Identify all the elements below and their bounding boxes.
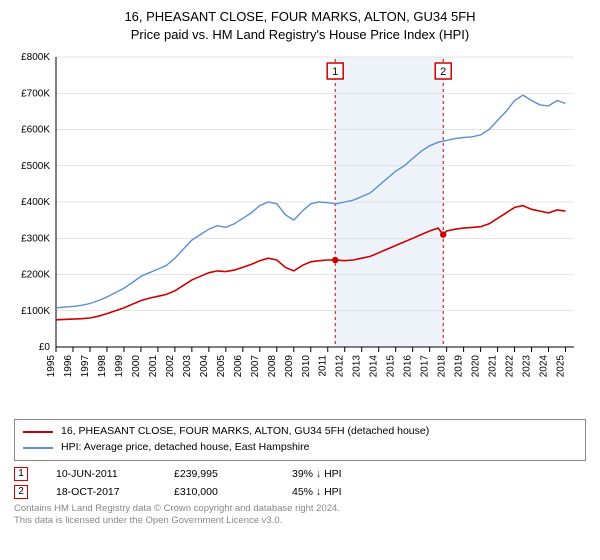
svg-text:2017: 2017 (420, 355, 431, 378)
svg-text:2020: 2020 (471, 355, 482, 378)
svg-text:2003: 2003 (182, 355, 193, 378)
sale-date: 10-JUN-2011 (56, 468, 146, 480)
line-chart-svg: £0 £100K £200K £300K £400K £500K £600K £700K £80… (14, 47, 586, 417)
svg-text:2023: 2023 (522, 355, 533, 378)
sale-badge: 2 (14, 485, 28, 499)
legend-swatch (23, 431, 53, 433)
footnote-line-1: Contains HM Land Registry data © Crown c… (14, 503, 586, 515)
svg-text:2005: 2005 (216, 355, 227, 378)
svg-text:2006: 2006 (233, 355, 244, 378)
sale-badge: 1 (14, 467, 28, 481)
svg-text:2013: 2013 (352, 355, 363, 378)
chart-area: £0 £100K £200K £300K £400K £500K £600K £700K £80… (14, 47, 586, 417)
legend: 16, PHEASANT CLOSE, FOUR MARKS, ALTON, G… (14, 419, 586, 461)
svg-text:2016: 2016 (403, 355, 414, 378)
svg-text:£500K: £500K (21, 161, 50, 172)
svg-text:1997: 1997 (80, 355, 91, 378)
svg-text:2009: 2009 (284, 355, 295, 378)
svg-text:2007: 2007 (250, 355, 261, 378)
svg-text:1999: 1999 (114, 355, 125, 378)
sales-table: 1 10-JUN-2011 £239,995 39% ↓ HPI 2 18-OCT-201… (14, 467, 586, 499)
sale-price: £310,000 (174, 486, 264, 498)
svg-text:2012: 2012 (335, 355, 346, 378)
svg-text:1995: 1995 (46, 355, 57, 378)
svg-text:2001: 2001 (148, 355, 159, 378)
legend-item: 16, PHEASANT CLOSE, FOUR MARKS, ALTON, G… (23, 424, 577, 440)
svg-text:2025: 2025 (556, 355, 567, 378)
sale-price: £239,995 (174, 468, 264, 480)
svg-text:2015: 2015 (386, 355, 397, 378)
svg-text:2004: 2004 (199, 355, 210, 378)
sale-row: 1 10-JUN-2011 £239,995 39% ↓ HPI (14, 467, 586, 481)
sale-pct: 45% ↓ HPI (292, 486, 382, 498)
legend-label: 16, PHEASANT CLOSE, FOUR MARKS, ALTON, G… (61, 424, 429, 440)
svg-text:£600K: £600K (21, 125, 50, 136)
svg-text:2008: 2008 (267, 355, 278, 378)
title-line-2: Price paid vs. HM Land Registry's House … (14, 26, 586, 44)
footnote-line-2: This data is licensed under the Open Gov… (14, 515, 586, 527)
svg-text:2010: 2010 (301, 355, 312, 378)
svg-text:£400K: £400K (21, 197, 50, 208)
svg-text:2018: 2018 (437, 355, 448, 378)
svg-text:2: 2 (440, 66, 446, 78)
svg-text:£800K: £800K (21, 52, 50, 63)
svg-text:2014: 2014 (369, 355, 380, 378)
sale-date: 18-OCT-2017 (56, 486, 146, 498)
sale-row: 2 18-OCT-2017 £310,000 45% ↓ HPI (14, 485, 586, 499)
legend-swatch (23, 447, 53, 449)
svg-text:£300K: £300K (21, 233, 50, 244)
legend-label: HPI: Average price, detached house, East… (61, 440, 309, 456)
svg-text:2011: 2011 (318, 355, 329, 377)
sale-pct: 39% ↓ HPI (292, 468, 382, 480)
footnote: Contains HM Land Registry data © Crown c… (14, 503, 586, 528)
svg-text:£200K: £200K (21, 270, 50, 281)
legend-item: HPI: Average price, detached house, East… (23, 440, 577, 456)
svg-text:£100K: £100K (21, 306, 50, 317)
svg-text:£0: £0 (39, 342, 51, 353)
title-line-1: 16, PHEASANT CLOSE, FOUR MARKS, ALTON, G… (14, 8, 586, 26)
svg-text:£700K: £700K (21, 88, 50, 99)
svg-text:2024: 2024 (539, 355, 550, 378)
svg-text:2021: 2021 (488, 355, 499, 378)
svg-text:1996: 1996 (63, 355, 74, 378)
svg-text:2019: 2019 (454, 355, 465, 378)
svg-text:1998: 1998 (97, 355, 108, 378)
svg-text:2022: 2022 (505, 355, 516, 378)
svg-text:2002: 2002 (165, 355, 176, 378)
svg-text:2000: 2000 (131, 355, 142, 378)
chart-container: 16, PHEASANT CLOSE, FOUR MARKS, ALTON, G… (0, 0, 600, 560)
svg-text:1: 1 (332, 66, 338, 78)
